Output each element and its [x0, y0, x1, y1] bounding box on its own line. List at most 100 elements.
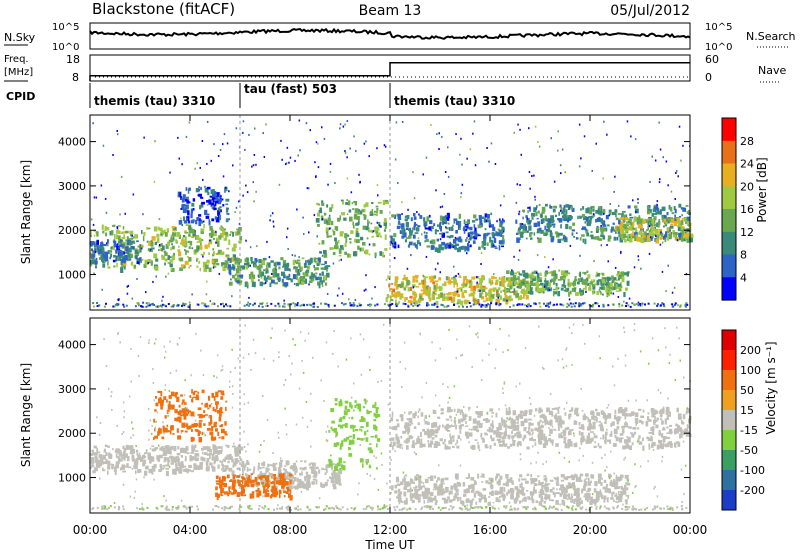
- velocity-echo-cell: [198, 437, 202, 443]
- velocity-echo-cell: [578, 477, 581, 482]
- power-echo-cell: [596, 217, 601, 222]
- power-echo-cell: [614, 266, 617, 269]
- velocity-echo-cell: [620, 474, 624, 478]
- power-echo-cell: [166, 228, 170, 233]
- power-echo-cell: [507, 285, 511, 288]
- velocity-echo-cell: [326, 479, 329, 482]
- velocity-echo-cell: [107, 464, 111, 470]
- velocity-echo-cell: [151, 465, 156, 470]
- power-echo-cell: [126, 292, 129, 295]
- power-echo-cell: [208, 198, 211, 201]
- velocity-echo-cell: [454, 473, 459, 479]
- power-echo-cell: [534, 195, 536, 198]
- power-echo-cell: [621, 304, 624, 307]
- power-echo-cell: [295, 267, 298, 273]
- power-echo-cell: [123, 305, 126, 308]
- power-echo-cell: [130, 254, 133, 257]
- power-echo-cell: [395, 285, 399, 290]
- power-echo-cell: [456, 294, 460, 298]
- power-echo-cell: [161, 255, 166, 260]
- power-echo-cell: [590, 217, 592, 221]
- power-echo-cell: [448, 244, 452, 249]
- power-echo-cell: [594, 236, 598, 240]
- velocity-echo-cell: [468, 406, 470, 411]
- power-echo-cell: [396, 225, 401, 230]
- power-echo-cell: [94, 251, 97, 253]
- velocity-echo-cell: [548, 410, 553, 415]
- power-echo-cell: [472, 285, 476, 291]
- power-echo-cell: [252, 304, 255, 307]
- power-echo-cell: [268, 262, 271, 268]
- power-echo-cell: [633, 303, 636, 306]
- power-echo-cell: [423, 288, 425, 295]
- power-echo-cell: [502, 277, 506, 283]
- power-echo-cell: [190, 227, 193, 231]
- power-echo-cell: [637, 301, 640, 304]
- power-echo-cell: [518, 282, 523, 287]
- power-echo-cell: [434, 247, 438, 252]
- velocity-marks: [90, 318, 692, 513]
- velocity-echo-cell: [195, 450, 199, 452]
- power-echo-cell: [668, 237, 672, 240]
- velocity-echo-cell: [410, 411, 413, 414]
- power-echo-cell: [225, 254, 230, 258]
- power-echo-cell: [354, 201, 357, 206]
- velocity-echo-cell: [90, 461, 95, 464]
- velocity-echo-cell: [166, 399, 168, 403]
- power-echo-cell: [511, 269, 513, 272]
- velocity-echo-cell: [167, 404, 172, 410]
- power-echo-cell: [248, 296, 250, 299]
- power-echo-cell: [324, 261, 327, 265]
- power-echo-cell: [292, 259, 295, 266]
- velocity-echo-cell: [167, 460, 170, 466]
- power-echo-cell: [398, 213, 401, 216]
- power-echo-cell: [439, 292, 443, 298]
- power-echo-cell: [456, 290, 459, 295]
- power-echo-cell: [637, 201, 639, 204]
- power-echo-cell: [299, 304, 302, 307]
- power-echo-cell: [536, 254, 539, 257]
- velocity-echo-cell: [675, 429, 679, 432]
- power-echo-cell: [496, 299, 500, 305]
- velocity-echo-cell: [107, 470, 109, 475]
- power-echo-cell: [563, 289, 567, 292]
- power-echo-cell: [659, 236, 663, 240]
- velocity-echo-cell: [574, 409, 579, 415]
- power-echo-cell: [211, 206, 215, 210]
- velocity-echo-cell: [342, 424, 346, 427]
- power-echo-cell: [517, 280, 520, 283]
- power-echo-cell: [201, 239, 204, 241]
- velocity-echo-cell: [328, 458, 332, 462]
- power-echo-cell: [607, 260, 609, 263]
- velocity-echo-cell: [207, 447, 210, 450]
- power-echo-cell: [244, 281, 247, 287]
- power-echo-cell: [306, 187, 309, 190]
- power-echo-cell: [112, 305, 115, 308]
- power-echo-cell: [661, 302, 664, 305]
- power-echo-cell: [494, 163, 497, 165]
- power-echo-cell: [488, 160, 490, 163]
- velocity-echo-cell: [509, 416, 511, 420]
- power-echo-cell: [137, 302, 140, 305]
- velocity-echo-cell: [543, 433, 546, 437]
- power-echo-cell: [131, 246, 135, 249]
- velocity-echo-cell: [598, 421, 601, 423]
- power-echo-cell: [647, 302, 650, 305]
- power-echo-cell: [407, 305, 410, 308]
- power-echo-cell: [659, 304, 662, 307]
- velocity-echo-cell: [260, 478, 264, 482]
- velocity-echo-cell: [232, 461, 237, 467]
- velocity-echo-cell: [413, 426, 417, 429]
- power-echo-cell: [461, 163, 463, 166]
- velocity-echo-cell: [338, 457, 343, 463]
- power-echo-cell: [463, 228, 466, 234]
- power-echo-cell: [321, 126, 323, 129]
- velocity-echo-cell: [136, 449, 139, 453]
- power-echo-cell: [200, 302, 203, 305]
- power-echo-cell: [167, 255, 170, 260]
- power-echo-cell: [219, 209, 222, 213]
- power-echo-cell: [510, 272, 513, 276]
- power-echo-cell: [499, 220, 504, 225]
- power-echo-cell: [128, 253, 132, 259]
